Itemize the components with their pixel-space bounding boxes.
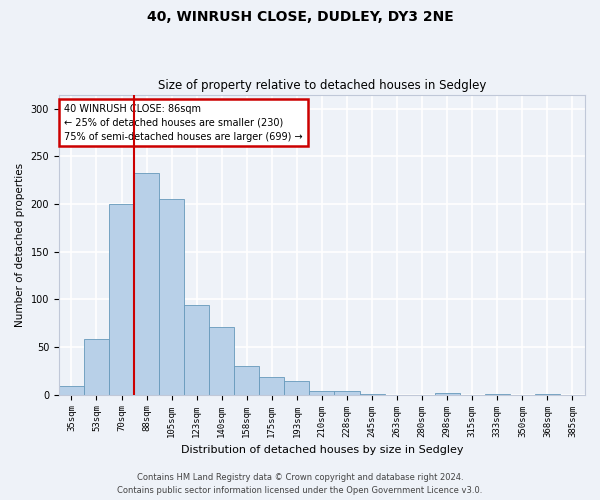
Text: 40 WINRUSH CLOSE: 86sqm
← 25% of detached houses are smaller (230)
75% of semi-d: 40 WINRUSH CLOSE: 86sqm ← 25% of detache… xyxy=(64,104,303,142)
Bar xyxy=(84,340,109,394)
Bar xyxy=(310,391,334,394)
Bar xyxy=(59,386,84,394)
Bar xyxy=(159,200,184,394)
Bar xyxy=(284,382,310,394)
Bar xyxy=(184,305,209,394)
Text: Contains HM Land Registry data © Crown copyright and database right 2024.
Contai: Contains HM Land Registry data © Crown c… xyxy=(118,474,482,495)
X-axis label: Distribution of detached houses by size in Sedgley: Distribution of detached houses by size … xyxy=(181,445,463,455)
Bar xyxy=(434,393,460,394)
Bar xyxy=(209,327,234,394)
Bar xyxy=(134,172,159,394)
Text: 40, WINRUSH CLOSE, DUDLEY, DY3 2NE: 40, WINRUSH CLOSE, DUDLEY, DY3 2NE xyxy=(146,10,454,24)
Y-axis label: Number of detached properties: Number of detached properties xyxy=(15,162,25,326)
Title: Size of property relative to detached houses in Sedgley: Size of property relative to detached ho… xyxy=(158,79,486,92)
Bar xyxy=(259,376,284,394)
Bar xyxy=(334,391,359,394)
Bar xyxy=(234,366,259,394)
Bar xyxy=(109,204,134,394)
